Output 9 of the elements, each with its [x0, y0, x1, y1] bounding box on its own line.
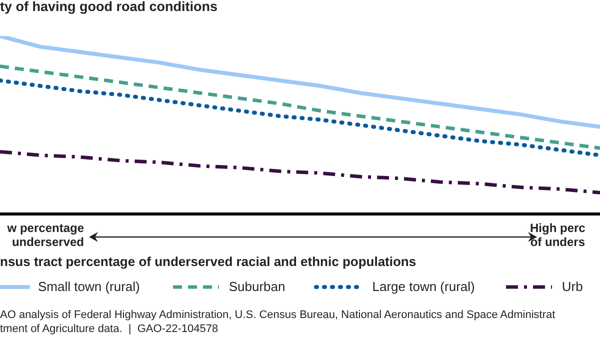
- text: AO analysis of Federal Highway Administration, U.S. Census Bureau, National Aeronautics and Space Administrat tment of Agriculture data. | GAO-22-104578: [0, 308, 556, 336]
- x-axis-title: nsus tract percentage of underserved racial and ethnic populations: [0, 254, 416, 269]
- y-axis-title: ty of having good road conditions: [0, 0, 218, 14]
- legend-label: Small town (rural): [38, 279, 140, 294]
- text: w percentage underserved: [6, 221, 84, 249]
- legend-label: Suburban: [228, 279, 286, 294]
- legend-label: Urb: [562, 279, 583, 294]
- legend-label: Large town (rural): [372, 279, 475, 294]
- text: High perc of unders: [530, 221, 586, 249]
